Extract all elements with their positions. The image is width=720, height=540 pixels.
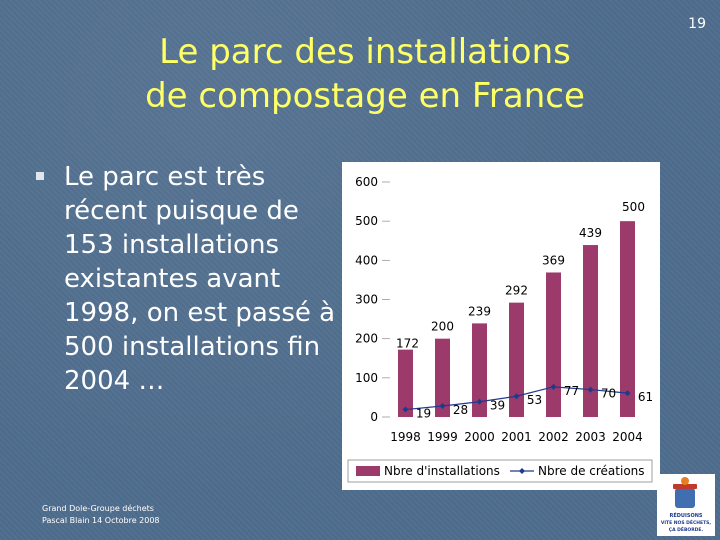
line-point xyxy=(476,398,483,405)
bar-value-label: 292 xyxy=(505,284,528,298)
bar xyxy=(583,245,598,417)
legend-bar-swatch xyxy=(356,466,380,476)
y-tick-label: 100 xyxy=(355,371,378,385)
x-tick-label: 2003 xyxy=(575,430,606,444)
line-value-label: 77 xyxy=(564,384,579,398)
x-tick-label: 2004 xyxy=(612,430,643,444)
line-value-label: 39 xyxy=(490,399,505,413)
footer-line-2: Pascal Blain 14 Octobre 2008 xyxy=(42,516,160,525)
footer: Grand Dole-Groupe déchets Pascal Blain 1… xyxy=(42,503,160,527)
bar xyxy=(509,302,524,417)
line-value-label: 61 xyxy=(638,390,653,404)
line-value-label: 70 xyxy=(601,387,616,401)
bar xyxy=(472,323,487,417)
line-point xyxy=(550,383,557,390)
x-tick-label: 1998 xyxy=(390,430,421,444)
line-value-label: 53 xyxy=(527,393,542,407)
bar-value-label: 500 xyxy=(622,200,645,214)
bullet-marker xyxy=(36,172,44,180)
legend-box xyxy=(347,459,653,483)
line-value-label: 28 xyxy=(453,403,468,417)
bar xyxy=(398,349,413,417)
trash-bin-icon xyxy=(675,488,695,508)
bar-value-label: 172 xyxy=(396,337,419,351)
y-tick-label: 500 xyxy=(355,214,378,228)
logo-line-2: VITE NOS DÉCHETS, xyxy=(661,518,712,526)
footer-line-1: Grand Dole-Groupe déchets xyxy=(42,504,154,513)
x-tick-label: 2002 xyxy=(538,430,569,444)
line-point xyxy=(513,393,520,400)
overflow-icon xyxy=(681,477,689,485)
trash-lid-icon xyxy=(673,484,697,489)
bullet-text: Le parc est très récent puisque de 153 i… xyxy=(64,162,336,396)
line-point xyxy=(439,403,446,410)
bar-value-label: 369 xyxy=(542,253,565,267)
title-line-2: de compostage en France xyxy=(145,76,585,116)
x-tick-label: 2001 xyxy=(501,430,532,444)
slide-number: 19 xyxy=(688,16,706,32)
reduce-waste-logo: RÉDUISONS VITE NOS DÉCHETS, ÇA DÉBORDE. xyxy=(657,474,715,536)
line-value-label: 19 xyxy=(416,407,431,421)
bar-value-label: 439 xyxy=(579,226,602,240)
bar-value-label: 239 xyxy=(468,304,491,318)
line-point xyxy=(587,386,594,393)
line-point xyxy=(624,390,631,397)
bar-value-label: 200 xyxy=(431,320,454,334)
legend-line-label: Nbre de créations xyxy=(538,464,645,478)
y-tick-label: 200 xyxy=(355,332,378,346)
x-tick-label: 2000 xyxy=(464,430,495,444)
bar xyxy=(546,272,561,417)
logo-line-1: RÉDUISONS xyxy=(670,511,703,519)
bar xyxy=(435,338,450,417)
y-tick-label: 300 xyxy=(355,293,378,307)
y-tick-label: 0 xyxy=(370,410,378,424)
logo-line-3: ÇA DÉBORDE. xyxy=(669,525,704,533)
chart: 0100200300400500600172200239292369439500… xyxy=(347,175,653,483)
title-line-1: Le parc des installations xyxy=(159,32,571,72)
slide-title: Le parc des installations de compostage … xyxy=(80,30,650,118)
chart-panel: 0 100 200 300 400 500 600 172 200 239 292 369 439 500… xyxy=(342,162,660,490)
legend-bar-label: Nbre d'installations xyxy=(384,464,500,478)
x-tick-label: 1999 xyxy=(427,430,458,444)
bar xyxy=(620,221,635,417)
y-tick-label: 400 xyxy=(355,253,378,267)
line-point xyxy=(402,406,409,413)
legend-line-marker xyxy=(519,468,525,474)
y-tick-label: 600 xyxy=(355,175,378,189)
